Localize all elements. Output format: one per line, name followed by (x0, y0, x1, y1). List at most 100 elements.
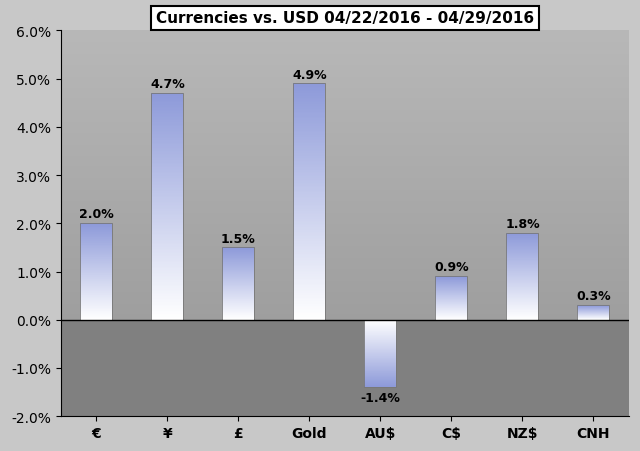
Bar (81, 248, 112, 249)
Bar (506, 302, 538, 303)
Bar (293, 204, 325, 205)
Bar (61, 41, 629, 43)
Bar (81, 239, 112, 240)
Bar (152, 249, 183, 251)
Bar (293, 97, 325, 98)
Bar (61, 209, 629, 210)
Bar (61, 37, 629, 39)
Bar (152, 125, 183, 127)
Bar (293, 144, 325, 146)
Bar (152, 198, 183, 199)
Bar (152, 260, 183, 261)
Bar (61, 262, 629, 264)
Bar (61, 253, 629, 255)
Bar (61, 235, 629, 236)
Bar (222, 276, 254, 277)
Bar (293, 223, 325, 224)
Bar (61, 78, 629, 79)
Bar (152, 276, 183, 278)
Bar (293, 293, 325, 295)
Bar (61, 268, 629, 270)
Bar (81, 251, 112, 252)
Bar (506, 272, 538, 273)
Bar (61, 127, 629, 128)
Bar (61, 244, 629, 245)
Bar (293, 249, 325, 251)
Bar (81, 314, 112, 315)
Bar (293, 86, 325, 87)
Bar (222, 300, 254, 301)
Bar (222, 317, 254, 318)
Bar (61, 228, 629, 229)
Bar (61, 87, 629, 89)
Bar (152, 168, 183, 169)
Bar (61, 176, 629, 177)
Bar (152, 222, 183, 224)
Bar (293, 306, 325, 308)
Bar (61, 157, 629, 158)
Bar (61, 221, 629, 222)
Bar (81, 305, 112, 306)
Bar (81, 231, 112, 232)
Bar (152, 231, 183, 233)
Bar (152, 244, 183, 246)
Bar (222, 280, 254, 281)
Bar (61, 307, 629, 308)
Bar (506, 283, 538, 284)
Bar (61, 44, 629, 46)
Bar (81, 304, 112, 305)
Bar (61, 246, 629, 248)
Bar (152, 123, 183, 124)
Bar (293, 138, 325, 139)
Bar (506, 258, 538, 259)
Bar (152, 234, 183, 235)
Bar (61, 200, 629, 202)
Bar (293, 95, 325, 97)
Bar (152, 317, 183, 318)
Bar (152, 181, 183, 183)
Bar (293, 201, 325, 202)
Bar (152, 201, 183, 202)
Bar (152, 175, 183, 177)
Bar (152, 160, 183, 162)
Bar (506, 299, 538, 300)
Bar (293, 119, 325, 120)
Bar (506, 303, 538, 304)
Bar (81, 278, 112, 279)
Bar (81, 316, 112, 317)
Bar (293, 152, 325, 153)
Bar (222, 285, 254, 286)
Bar (222, 318, 254, 319)
Bar (293, 128, 325, 130)
Bar (61, 86, 629, 87)
Bar (293, 303, 325, 304)
Bar (222, 313, 254, 314)
Bar (61, 285, 629, 287)
Bar (81, 282, 112, 283)
Bar (61, 62, 629, 63)
Bar (152, 171, 183, 172)
Bar (152, 98, 183, 100)
Bar (293, 191, 325, 193)
Bar (293, 180, 325, 182)
Bar (61, 89, 629, 91)
Bar (81, 224, 112, 225)
Bar (81, 256, 112, 257)
Bar (506, 234, 538, 320)
Bar (293, 202, 325, 204)
Bar (222, 308, 254, 309)
Bar (81, 257, 112, 258)
Bar (506, 247, 538, 248)
Bar (61, 297, 629, 299)
Bar (293, 172, 325, 174)
Bar (506, 264, 538, 265)
Bar (61, 72, 629, 73)
Bar (293, 125, 325, 127)
Bar (152, 192, 183, 193)
Bar (152, 270, 183, 272)
Bar (152, 177, 183, 178)
Bar (506, 244, 538, 245)
Bar (61, 46, 629, 47)
Bar (61, 106, 629, 108)
Bar (61, 154, 629, 156)
